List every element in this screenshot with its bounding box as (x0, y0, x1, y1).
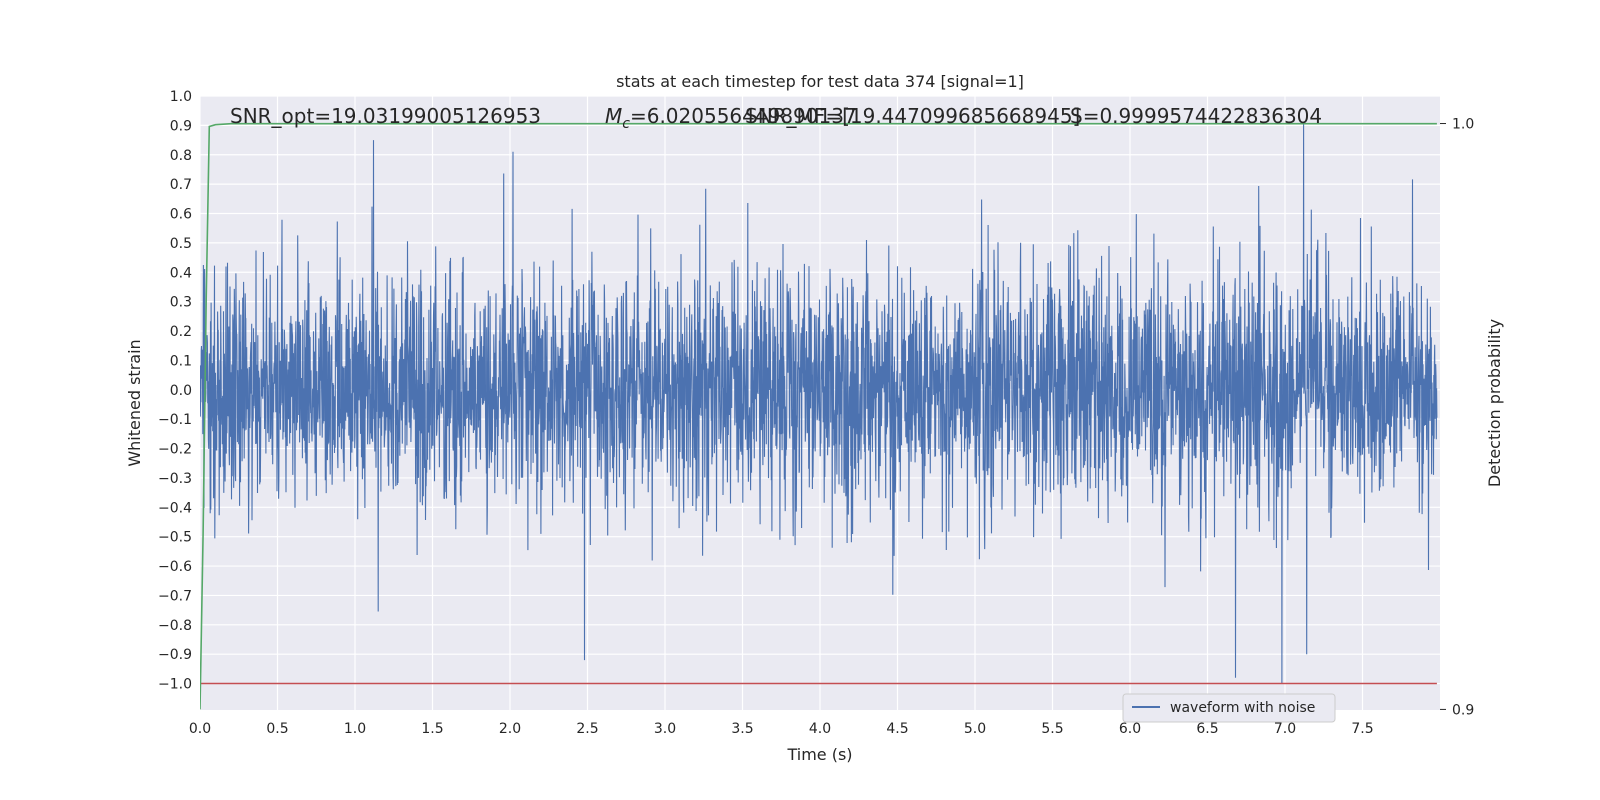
x-tick-label: 1.5 (421, 721, 443, 737)
x-tick-labels: 0.0 0.5 1.0 1.5 2.0 2.5 3.0 3.5 4.0 4.5 5.0 5.5 6.0 6… (189, 721, 1374, 737)
x-tick-label: 2.0 (499, 721, 521, 737)
y-tick-label: −0.8 (158, 618, 192, 634)
y-tick-label: 0.1 (170, 353, 192, 369)
y2-tick-label: 1.0 (1452, 117, 1474, 133)
x-tick-label: 3.0 (654, 721, 676, 737)
y-tick-label: 0.6 (170, 207, 192, 223)
y-axis-label: Whitened strain (125, 339, 144, 466)
y-tick-label: −0.2 (158, 442, 192, 458)
legend-entry: waveform with noise (1170, 700, 1315, 716)
probability-series (200, 122, 1437, 710)
y-tick-label: −0.7 (158, 588, 192, 604)
mc-annotation: Mc=6.020556449890137 (605, 104, 857, 132)
x-tick-label: 0.5 (266, 721, 288, 737)
x-tick-label: 4.5 (886, 721, 908, 737)
x-tick-label: 2.5 (576, 721, 598, 737)
y2-tick-labels: 1.0 0.9 (1440, 117, 1474, 718)
x-tick-label: 4.0 (809, 721, 831, 737)
y-tick-label: 0.4 (170, 265, 192, 281)
y-tick-label: 0.7 (170, 177, 192, 193)
y-tick-label: 0.3 (170, 295, 192, 311)
s-annotation: S=0.9999574422836304 (1070, 104, 1322, 128)
y-tick-label: 0.8 (170, 148, 192, 164)
y2-axis-label: Detection probability (1485, 319, 1504, 487)
x-tick-label: 6.0 (1119, 721, 1141, 737)
y-tick-label: −1.0 (158, 677, 192, 693)
y-tick-label: −0.4 (158, 500, 192, 516)
mc-subscript: c (622, 116, 630, 132)
x-tick-label: 1.0 (344, 721, 366, 737)
x-axis-label: Time (s) (786, 745, 852, 764)
y-tick-label: −0.5 (158, 530, 192, 546)
x-tick-label: 7.5 (1351, 721, 1373, 737)
y-tick-label: 0.2 (170, 324, 192, 340)
y-tick-label: 0.5 (170, 236, 192, 252)
y2-tick-label: 0.9 (1452, 702, 1474, 718)
y-tick-label: 0.9 (170, 118, 192, 134)
y-tick-label: 1.0 (170, 89, 192, 105)
mc-value: =6.020556449890137 (630, 104, 857, 128)
x-tick-label: 0.0 (189, 721, 211, 737)
snr-opt-annotation: SNR_opt=19.03199005126953 (230, 104, 541, 128)
probability-line (200, 122, 1437, 710)
x-tick-label: 3.5 (731, 721, 753, 737)
y-tick-label: −0.6 (158, 559, 192, 575)
x-tick-label: 5.5 (1041, 721, 1063, 737)
noise-line (200, 122, 1438, 684)
y-tick-labels: 1.0 0.9 0.8 0.7 0.6 0.5 0.4 0.3 0.2 0.1 0.0 −0.1 −0.… (158, 89, 192, 693)
legend-box (1122, 693, 1336, 723)
mc-symbol: M (605, 104, 622, 128)
x-tick-label: 7.0 (1274, 721, 1296, 737)
y-tick-label: −0.1 (158, 412, 192, 428)
x-tick-label: 5.0 (964, 721, 986, 737)
y-tick-label: −0.9 (158, 647, 192, 663)
y-tick-label: −0.3 (158, 471, 192, 487)
snr-mf-annotation: SNR_MF=[19.447099685668945] (745, 104, 1080, 128)
x-tick-label: 6.5 (1196, 721, 1218, 737)
noise-series (200, 122, 1438, 684)
chart-title: stats at each timestep for test data 374… (616, 72, 1024, 91)
y-tick-label: 0.0 (170, 383, 192, 399)
legend: waveform with noise (1122, 693, 1336, 723)
